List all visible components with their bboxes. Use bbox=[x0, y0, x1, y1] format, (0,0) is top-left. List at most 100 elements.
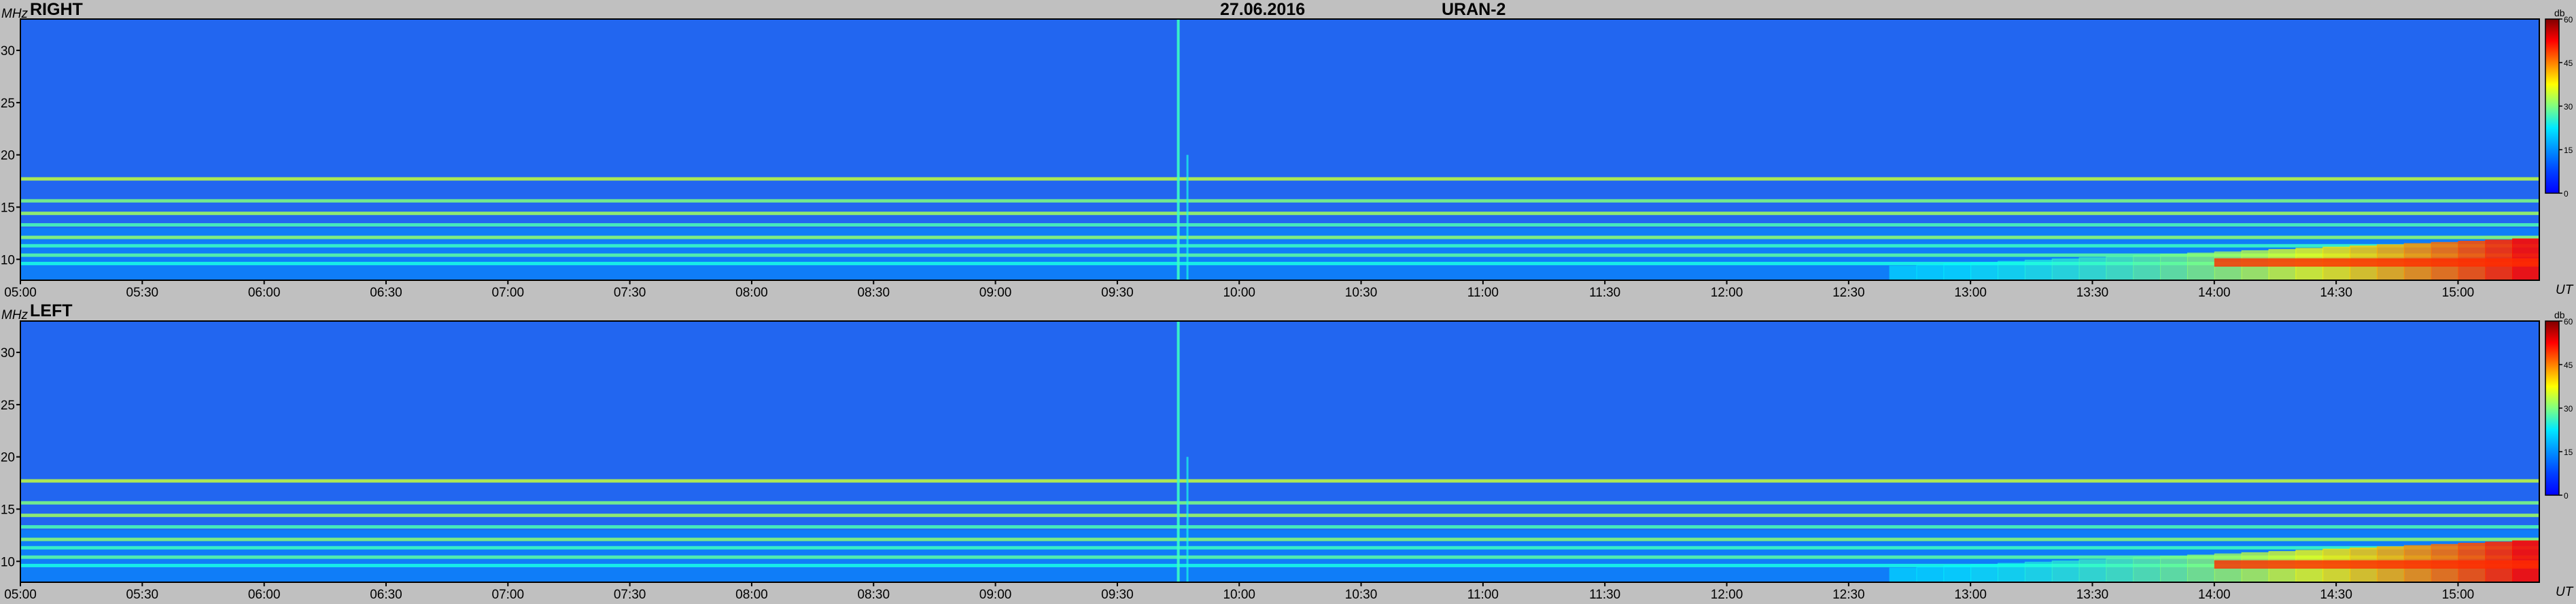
y-tick-label: 15 bbox=[1, 503, 15, 517]
x-tick-label: 11:30 bbox=[1589, 286, 1620, 300]
y-tick-label: 30 bbox=[1, 44, 15, 58]
x-tick-label: 13:30 bbox=[2076, 286, 2109, 300]
evening-enhancement bbox=[2160, 254, 2188, 280]
x-tick-label: 06:00 bbox=[248, 286, 281, 300]
x-tick-label: 12:30 bbox=[1832, 588, 1865, 602]
evening-enhancement bbox=[1916, 566, 1945, 582]
colorbar-tick-label: 60 bbox=[2564, 15, 2573, 24]
broadband-burst bbox=[1177, 19, 1180, 280]
evening-enhancement bbox=[1889, 567, 1917, 582]
colorbar-tick-label: 45 bbox=[2564, 360, 2573, 370]
rfi-band bbox=[20, 501, 2539, 505]
x-tick-label: 08:30 bbox=[857, 588, 890, 602]
evening-enhancement bbox=[2106, 256, 2134, 280]
evening-enhancement bbox=[1970, 564, 1999, 582]
colorbar-unit-right: db bbox=[2554, 7, 2565, 18]
colorbar-gradient-right bbox=[2545, 18, 2560, 194]
evening-enhancement bbox=[2187, 554, 2215, 582]
evening-enhancement bbox=[2187, 252, 2215, 280]
y-tick-label: 25 bbox=[1, 399, 15, 413]
x-tick-label: 06:00 bbox=[248, 588, 281, 602]
x-tick-label: 10:30 bbox=[1345, 286, 1378, 300]
panel-right: RIGHT MHz UT 10 15 20 25 30 05:00 05:30 06:00 0… bbox=[1, 0, 2574, 300]
rfi-band bbox=[20, 244, 2539, 248]
x-tick-label: 10:00 bbox=[1223, 588, 1255, 602]
evening-strong-band bbox=[2214, 258, 2539, 267]
x-axis-label-left: UT bbox=[2556, 585, 2574, 599]
x-tick-label: 08:30 bbox=[857, 286, 890, 300]
rfi-band bbox=[20, 514, 2539, 518]
x-tick-label: 15:00 bbox=[2442, 588, 2475, 602]
evening-enhancement bbox=[1943, 263, 1972, 280]
colorbar-tick-label: 0 bbox=[2564, 189, 2569, 199]
broadband-burst-echo bbox=[1186, 456, 1189, 582]
x-tick-label: 06:30 bbox=[370, 286, 402, 300]
evening-enhancement bbox=[1998, 563, 2025, 582]
rfi-band bbox=[20, 212, 2539, 216]
colorbar-unit-left: db bbox=[2554, 309, 2565, 320]
x-tick-label: 14:00 bbox=[2198, 588, 2231, 602]
y-tick-label: 10 bbox=[1, 555, 15, 569]
x-tick-label: 08:00 bbox=[735, 588, 768, 602]
x-tick-label: 08:00 bbox=[735, 286, 768, 300]
y-axis-label-right: MHz bbox=[1, 7, 29, 21]
x-tick-label: 10:30 bbox=[1345, 588, 1378, 602]
x-tick-label: 11:30 bbox=[1589, 588, 1620, 602]
colorbar-right: db 0 15 30 45 60 bbox=[2545, 7, 2573, 199]
x-tick-label: 11:00 bbox=[1467, 588, 1499, 602]
x-tick-label: 12:00 bbox=[1711, 588, 1743, 602]
rfi-band bbox=[20, 177, 2539, 181]
rfi-band bbox=[20, 479, 2539, 483]
rfi-band bbox=[20, 525, 2539, 529]
y-tick-label: 20 bbox=[1, 451, 15, 465]
rfi-band bbox=[20, 563, 2539, 567]
panel-title-left: LEFT bbox=[30, 301, 73, 320]
x-tick-label: 12:30 bbox=[1832, 286, 1865, 300]
evening-enhancement bbox=[2078, 559, 2107, 582]
x-tick-label: 14:00 bbox=[2198, 286, 2231, 300]
x-tick-label: 12:00 bbox=[1711, 286, 1743, 300]
evening-enhancement bbox=[2051, 258, 2080, 280]
station-name: URAN-2 bbox=[1442, 0, 1505, 19]
evening-enhancement bbox=[1943, 565, 1972, 582]
x-tick-label: 05:00 bbox=[4, 588, 37, 602]
x-tick-label: 11:00 bbox=[1467, 286, 1499, 300]
x-tick-label: 13:00 bbox=[1954, 588, 1987, 602]
x-tick-label: 05:30 bbox=[126, 588, 159, 602]
x-tick-label: 07:30 bbox=[614, 286, 646, 300]
rfi-band bbox=[20, 235, 2539, 239]
colorbar-gradient-left bbox=[2545, 320, 2560, 496]
rfi-band bbox=[20, 199, 2539, 203]
evening-enhancement bbox=[1889, 265, 1917, 280]
x-tick-label: 06:30 bbox=[370, 588, 402, 602]
colorbar-tick-label: 60 bbox=[2564, 317, 2573, 326]
rfi-band bbox=[20, 261, 2539, 265]
x-tick-label: 07:30 bbox=[614, 588, 646, 602]
x-tick-label: 14:30 bbox=[2320, 286, 2352, 300]
x-tick-label: 13:00 bbox=[1954, 286, 1987, 300]
broadband-burst bbox=[1177, 321, 1180, 582]
x-axis-label-right: UT bbox=[2556, 283, 2574, 297]
colorbar-tick-label: 45 bbox=[2564, 58, 2573, 68]
rfi-band bbox=[20, 253, 2539, 257]
evening-enhancement bbox=[1916, 264, 1945, 280]
rfi-band bbox=[20, 555, 2539, 559]
x-tick-label: 07:00 bbox=[492, 588, 525, 602]
y-tick-label: 15 bbox=[1, 201, 15, 215]
x-tick-label: 09:00 bbox=[979, 286, 1012, 300]
colorbar-tick-label: 15 bbox=[2564, 146, 2573, 155]
rfi-band bbox=[20, 537, 2539, 541]
evening-enhancement bbox=[2078, 257, 2107, 280]
x-tick-label: 15:00 bbox=[2442, 286, 2475, 300]
y-tick-label: 20 bbox=[1, 149, 15, 163]
evening-enhancement bbox=[2051, 560, 2080, 582]
evening-enhancement bbox=[1970, 262, 1999, 280]
observation-date: 27.06.2016 bbox=[1220, 0, 1305, 19]
evening-enhancement bbox=[2106, 558, 2134, 582]
rfi-band bbox=[20, 546, 2539, 550]
y-axis-label-left: MHz bbox=[1, 308, 29, 322]
evening-enhancement bbox=[2160, 556, 2188, 582]
x-tick-label: 13:30 bbox=[2076, 588, 2109, 602]
colorbar-tick-label: 15 bbox=[2564, 448, 2573, 457]
